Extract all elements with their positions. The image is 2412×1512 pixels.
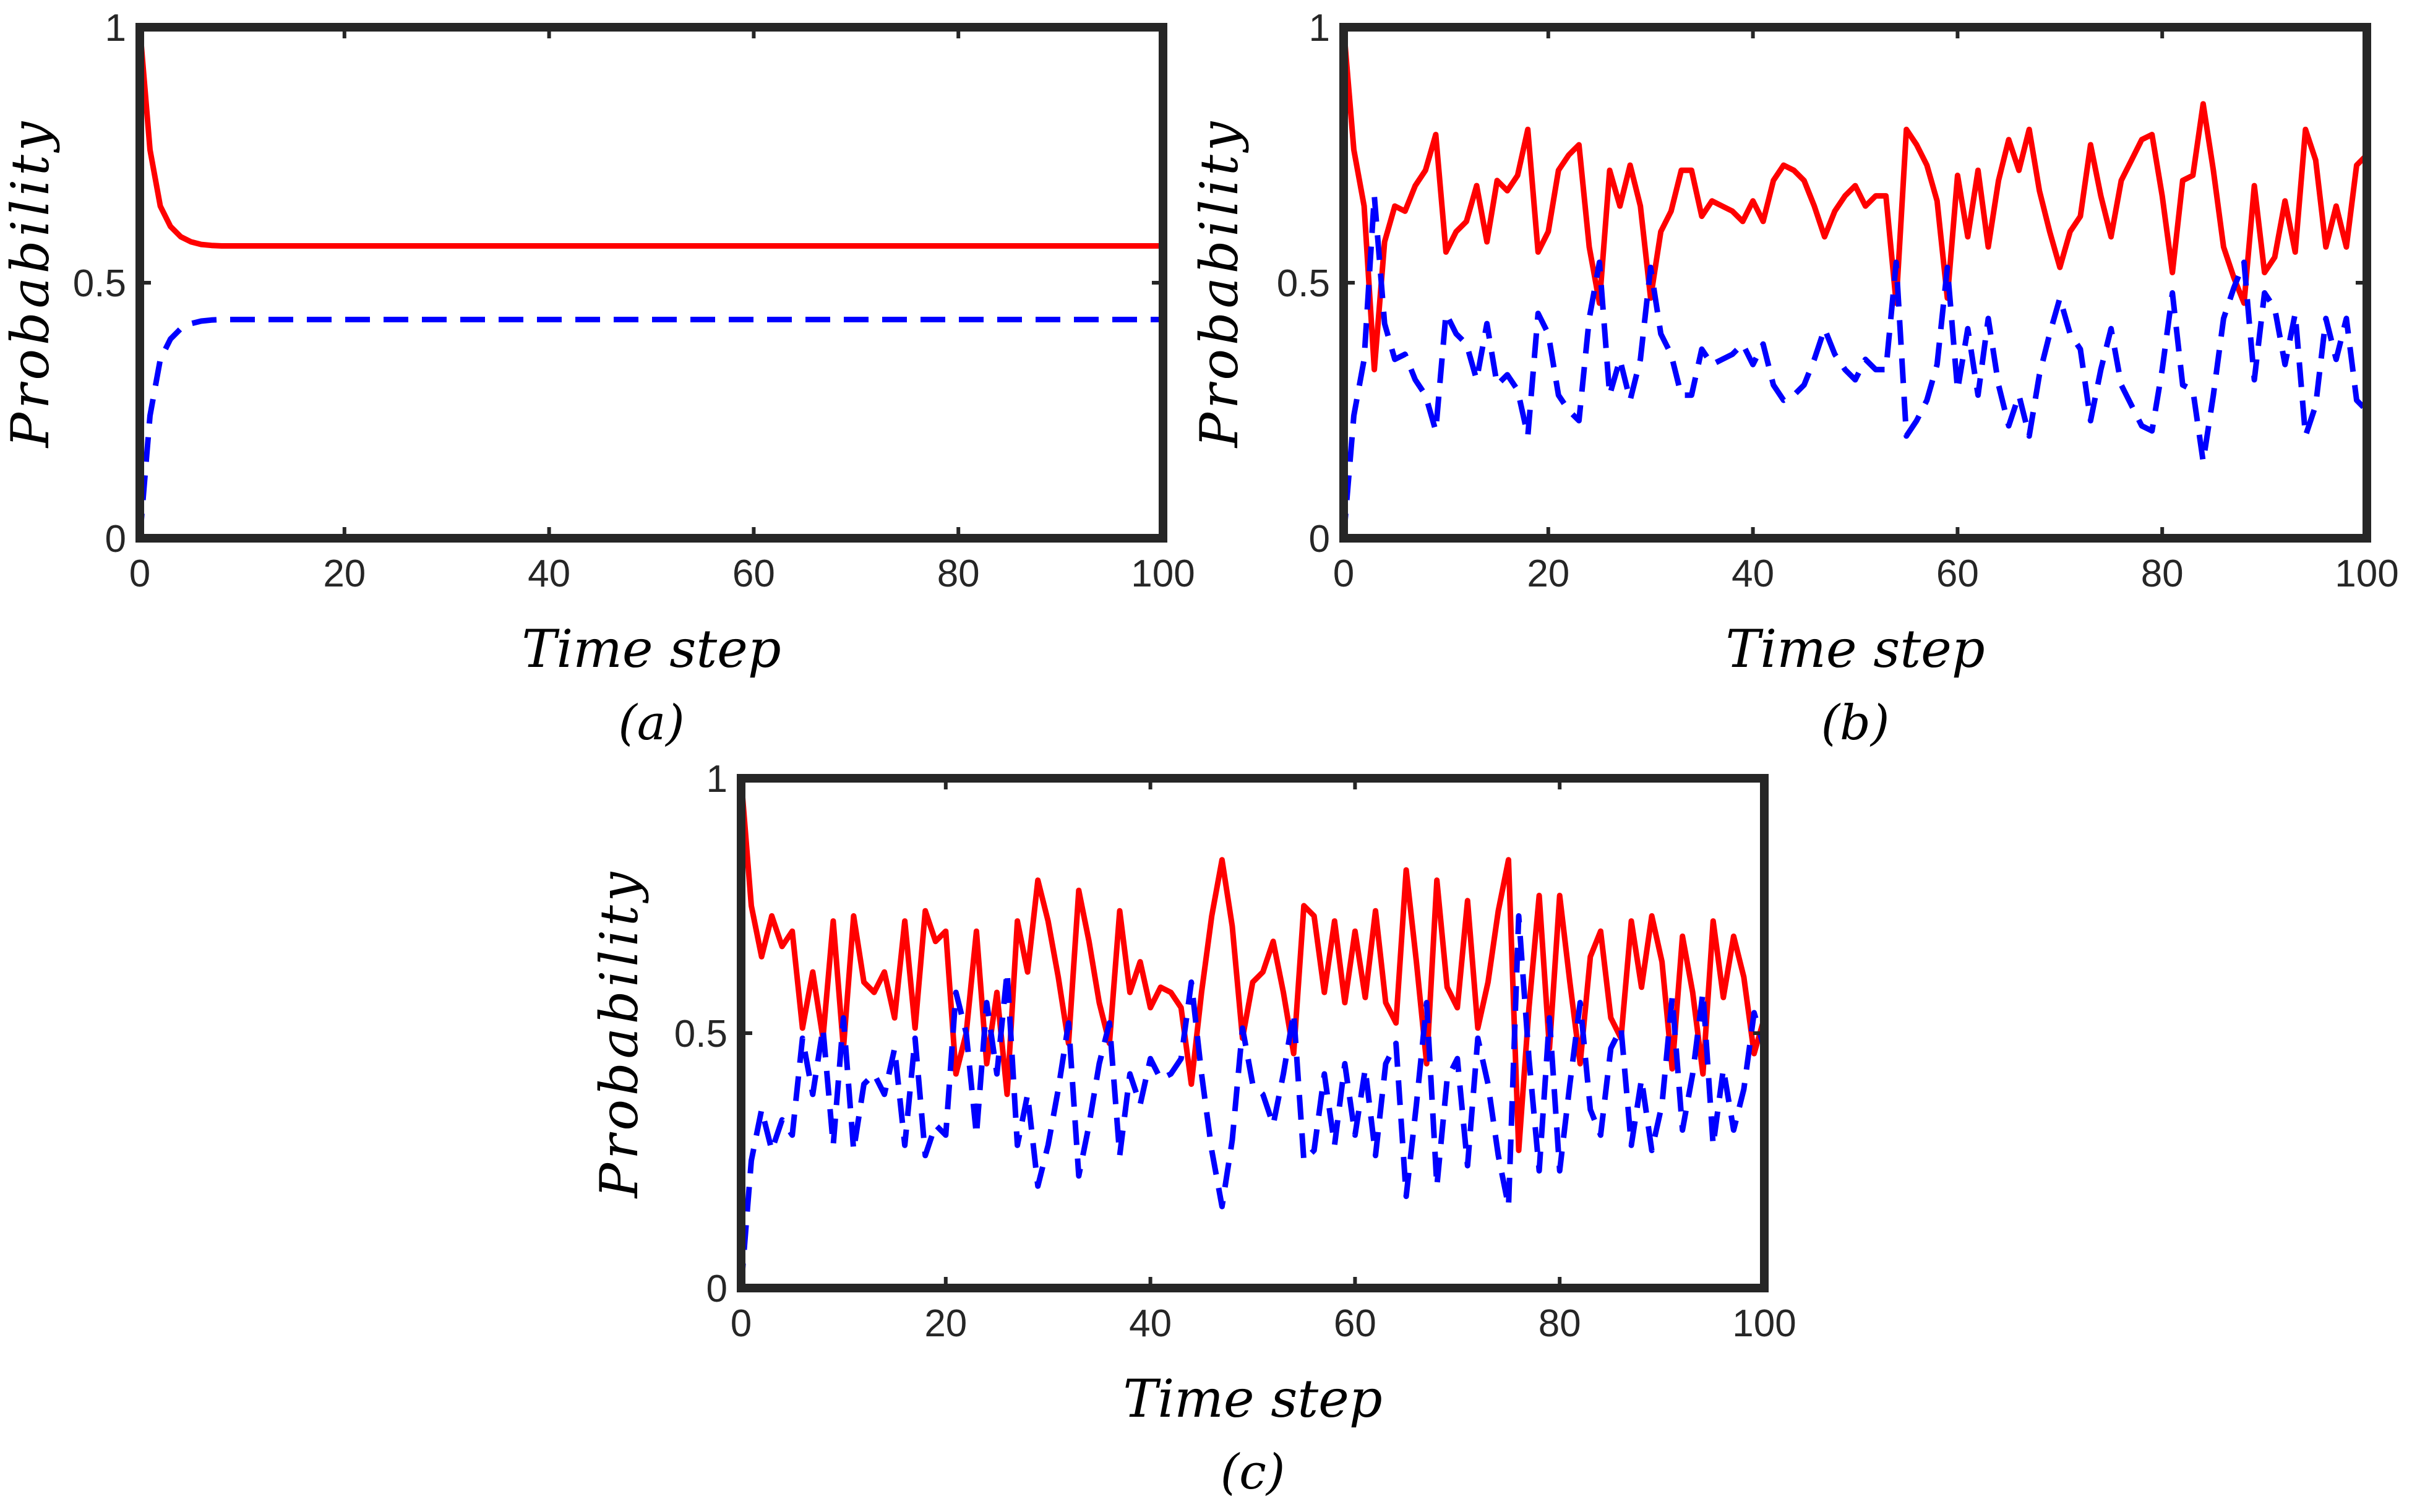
y-axis-label-c: Probability <box>589 869 650 1200</box>
x-tick-label-a: 60 <box>732 552 775 595</box>
y-tick-label-a: 0.5 <box>73 262 126 305</box>
x-tick-label-a: 20 <box>323 552 366 595</box>
y-tick-label-a: 1 <box>105 7 126 49</box>
y-tick-label-a: 0 <box>105 518 126 561</box>
series-line-blue-dashed-b <box>1344 193 2367 538</box>
series-line-blue-dashed-a <box>140 317 1163 538</box>
x-tick-label-b: 20 <box>1527 552 1569 595</box>
series-line-red-solid-a <box>140 27 1163 249</box>
axes-frame-c <box>737 774 1769 1292</box>
x-tick-label-b: 60 <box>1936 552 1979 595</box>
x-tick-label-c: 80 <box>1539 1302 1581 1345</box>
x-tick-label-b: 100 <box>2335 552 2398 595</box>
series-line-blue-dashed-c <box>741 913 1764 1288</box>
x-tick-label-b: 80 <box>2141 552 2184 595</box>
x-tick-label-c: 60 <box>1334 1302 1376 1345</box>
y-axis-label-a: Probability <box>0 118 61 449</box>
y-tick-label-c: 0 <box>706 1268 727 1310</box>
x-axis-label-a: Time step <box>521 619 781 679</box>
axes-frame-a <box>135 23 1167 543</box>
x-tick-label-a: 40 <box>528 552 570 595</box>
x-axis-label-c: Time step <box>1123 1368 1382 1429</box>
y-tick-label-c: 0.5 <box>674 1013 727 1055</box>
x-tick-label-c: 20 <box>924 1302 967 1345</box>
panel-label-b: (b) <box>1821 695 1890 751</box>
y-tick-label-c: 1 <box>706 758 727 801</box>
x-tick-label-a: 100 <box>1131 552 1195 595</box>
axes-frame-b <box>1339 23 2371 543</box>
x-tick-label-a: 80 <box>937 552 980 595</box>
y-tick-label-b: 1 <box>1309 7 1330 49</box>
chart-panel-b: 0 20 40 60 80 100 0 0.5 1 Time step Probability (b) <box>1189 7 2399 751</box>
panel-label-c: (c) <box>1221 1445 1285 1500</box>
x-tick-label-b: 40 <box>1732 552 1774 595</box>
x-tick-label-a: 0 <box>129 552 150 595</box>
x-tick-label-c: 100 <box>1732 1302 1796 1345</box>
x-axis-label-b: Time step <box>1725 619 1985 679</box>
panel-label-a: (a) <box>618 695 684 751</box>
x-tick-label-c: 0 <box>731 1302 752 1345</box>
chart-panel-a: 0 20 40 60 80 100 0 0.5 1 Time step Probability (a) <box>0 7 1195 751</box>
y-axis-label-b: Probability <box>1189 118 1250 449</box>
x-tick-label-c: 40 <box>1129 1302 1172 1345</box>
x-tick-label-b: 0 <box>1333 552 1354 595</box>
y-tick-label-b: 0 <box>1309 518 1330 561</box>
series-line-red-solid-b <box>1344 27 2367 372</box>
chart-panel-c: 0 20 40 60 80 100 0 0.5 1 Time step Probability (c) <box>589 758 1796 1500</box>
y-tick-label-b: 0.5 <box>1277 262 1330 305</box>
series-line-red-solid-c <box>741 778 1764 1153</box>
